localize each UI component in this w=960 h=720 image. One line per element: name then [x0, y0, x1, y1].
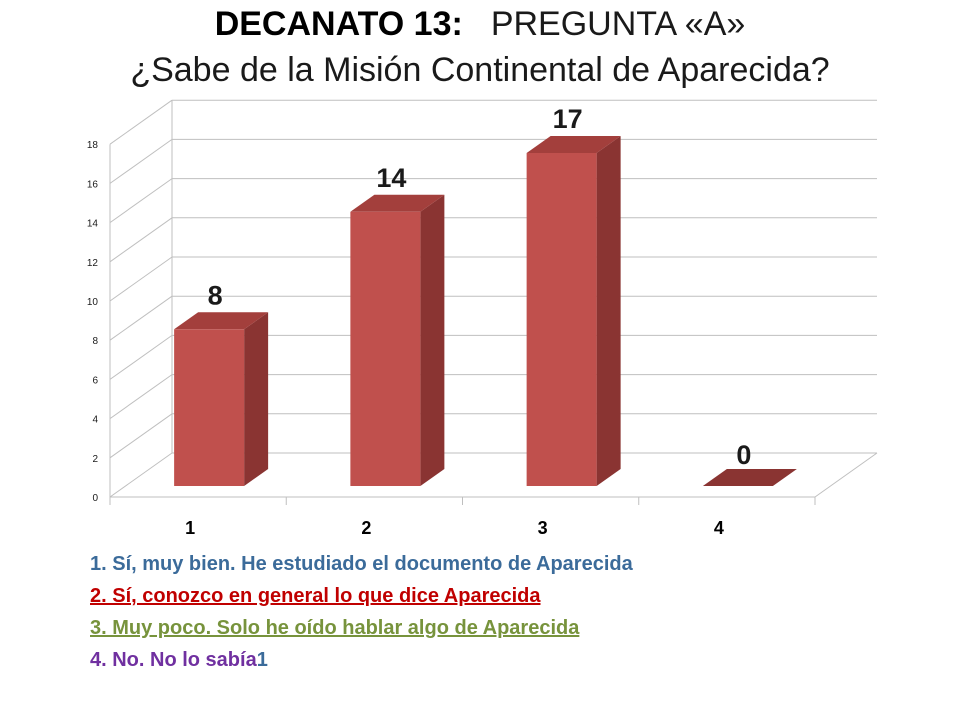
slide-title: DECANATO 13: PREGUNTA «A» [0, 4, 960, 44]
legend-item-2: 2. Sí, conozco en general lo que dice Ap… [90, 585, 541, 607]
data-label: 0 [736, 440, 751, 470]
bar-side [420, 194, 445, 486]
legend: 1. Sí, muy bien. He estudiado el documen… [90, 548, 633, 676]
bar-side [596, 136, 621, 486]
gridline-side [109, 217, 173, 263]
legend-item-4: 4. No. No lo sabía1 [90, 644, 633, 676]
x-category-label: 1 [185, 518, 195, 538]
legend-item-3: 3. Muy poco. Solo he oído hablar algo de… [90, 617, 580, 639]
data-label: 8 [208, 280, 223, 310]
floor-right-edge [814, 452, 878, 498]
y-tick-label: 16 [87, 179, 99, 190]
bar-top [174, 312, 269, 330]
y-tick-label: 12 [87, 258, 99, 269]
data-label: 14 [376, 163, 406, 193]
title-pregunta: PREGUNTA «A» [490, 5, 746, 43]
gridline-side [109, 99, 173, 145]
gridline-side [109, 178, 173, 224]
legend-item-4-text: 4. No. No lo sabía [90, 649, 257, 671]
bar [350, 211, 421, 486]
y-tick-label: 18 [87, 140, 99, 151]
y-tick-label: 6 [92, 375, 98, 386]
x-category-label: 2 [361, 518, 371, 538]
bar [526, 153, 597, 486]
gridline-side [109, 256, 173, 302]
gridline-side [109, 374, 173, 420]
y-tick-label: 0 [92, 493, 98, 504]
bar-top [526, 136, 621, 153]
gridline-side [109, 295, 173, 341]
x-category-label: 3 [538, 518, 548, 538]
title-decanato: DECANATO 13: [214, 5, 463, 43]
slide-question: ¿Sabe de la Misión Continental de Aparec… [130, 51, 830, 89]
gridline-side [109, 138, 173, 184]
y-tick-label: 10 [87, 297, 99, 308]
y-tick-label: 8 [92, 336, 98, 347]
bar [174, 329, 245, 486]
y-tick-label: 4 [92, 415, 98, 426]
data-label: 17 [553, 104, 583, 134]
y-tick-label: 14 [87, 219, 99, 230]
gridline-side [109, 452, 173, 498]
bar-flat [702, 469, 797, 486]
y-tick-label: 2 [92, 454, 98, 465]
x-category-label: 4 [714, 518, 724, 538]
bar-top [350, 194, 445, 212]
legend-item-1: 1. Sí, muy bien. He estudiado el documen… [90, 553, 633, 575]
gridline-side [109, 334, 173, 380]
bar-side [244, 312, 269, 486]
gridline-side [109, 413, 173, 459]
legend-item-4-tail: 1 [256, 649, 268, 671]
